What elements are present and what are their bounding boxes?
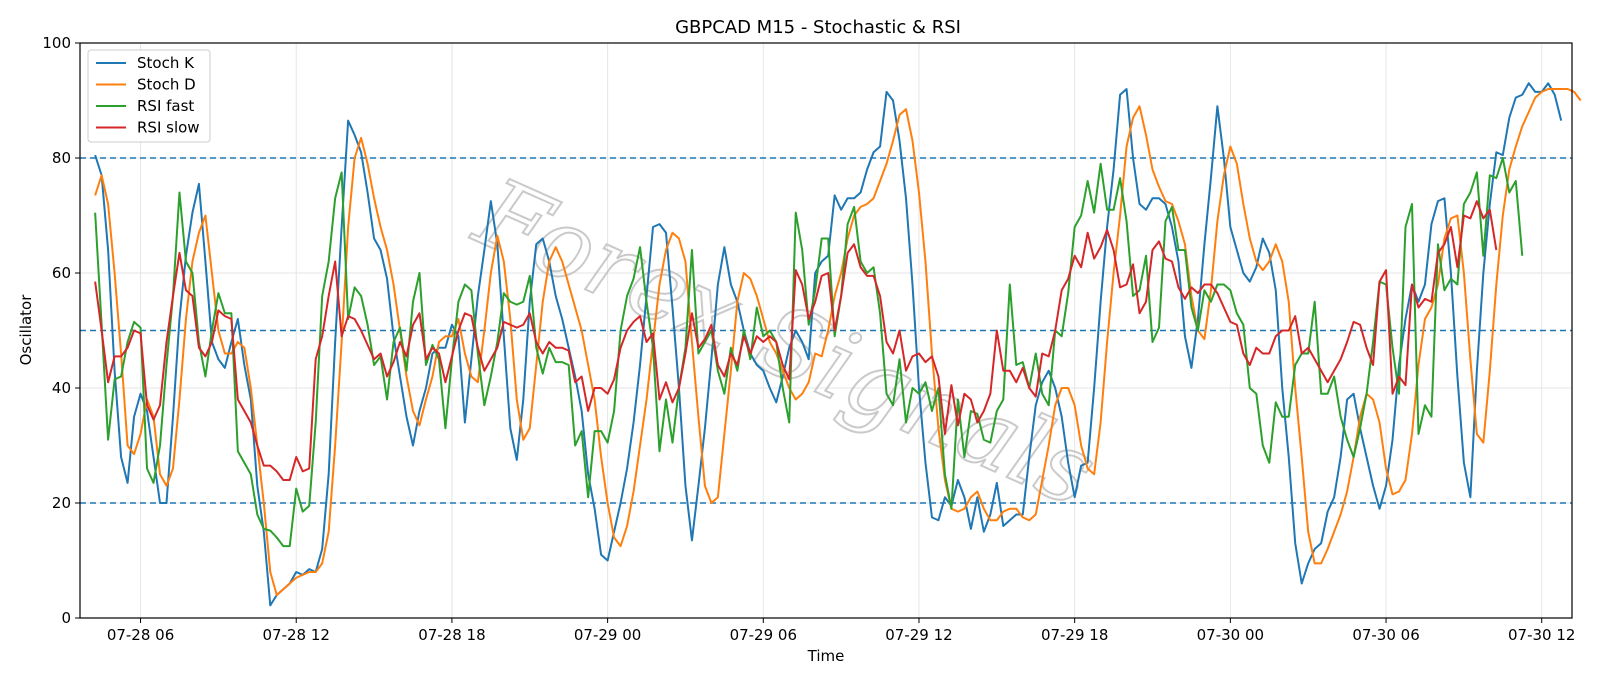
y-tick-label: 20 xyxy=(52,494,71,512)
series-line-rsi-slow xyxy=(94,200,1498,481)
legend-label: Stoch D xyxy=(137,76,196,94)
reference-lines xyxy=(80,157,1572,504)
x-tick-label: 07-28 18 xyxy=(418,626,485,644)
y-axis-ticks: 0 20 40 60 80 100 xyxy=(42,34,80,627)
x-axis-title: Time xyxy=(807,647,845,665)
y-tick-label: 80 xyxy=(52,149,71,167)
y-tick-label: 0 xyxy=(61,609,71,627)
y-axis-title: Oscillator xyxy=(17,294,35,366)
x-tick-label: 07-29 06 xyxy=(730,626,797,644)
series-line-stoch-k xyxy=(94,82,1563,607)
legend: Stoch K Stoch D RSI fast RSI slow xyxy=(87,49,211,143)
series-lines xyxy=(94,82,1582,607)
y-tick-label: 60 xyxy=(52,264,71,282)
series-line-rsi-fast xyxy=(94,157,1524,548)
series-line-stoch-d xyxy=(94,88,1582,596)
x-tick-label: 07-28 12 xyxy=(263,626,330,644)
y-tick-label: 100 xyxy=(42,34,71,52)
legend-box xyxy=(87,49,211,143)
x-tick-label: 07-30 12 xyxy=(1508,626,1575,644)
plot-frame xyxy=(79,42,1573,619)
x-axis-ticks: 07-28 06 07-28 12 07-28 18 07-29 00 07-29 06… xyxy=(107,618,1575,644)
x-tick-label: 07-30 00 xyxy=(1197,626,1264,644)
legend-label: RSI slow xyxy=(137,119,200,137)
x-tick-label: 07-29 00 xyxy=(574,626,641,644)
y-tick-label: 40 xyxy=(52,379,71,397)
x-tick-label: 07-29 12 xyxy=(885,626,952,644)
legend-label: RSI fast xyxy=(137,97,194,115)
x-tick-label: 07-28 06 xyxy=(107,626,174,644)
x-tick-label: 07-29 18 xyxy=(1041,626,1108,644)
legend-label: Stoch K xyxy=(137,54,195,72)
x-tick-label: 07-30 06 xyxy=(1352,626,1419,644)
chart-title: GBPCAD M15 - Stochastic & RSI xyxy=(675,17,961,38)
